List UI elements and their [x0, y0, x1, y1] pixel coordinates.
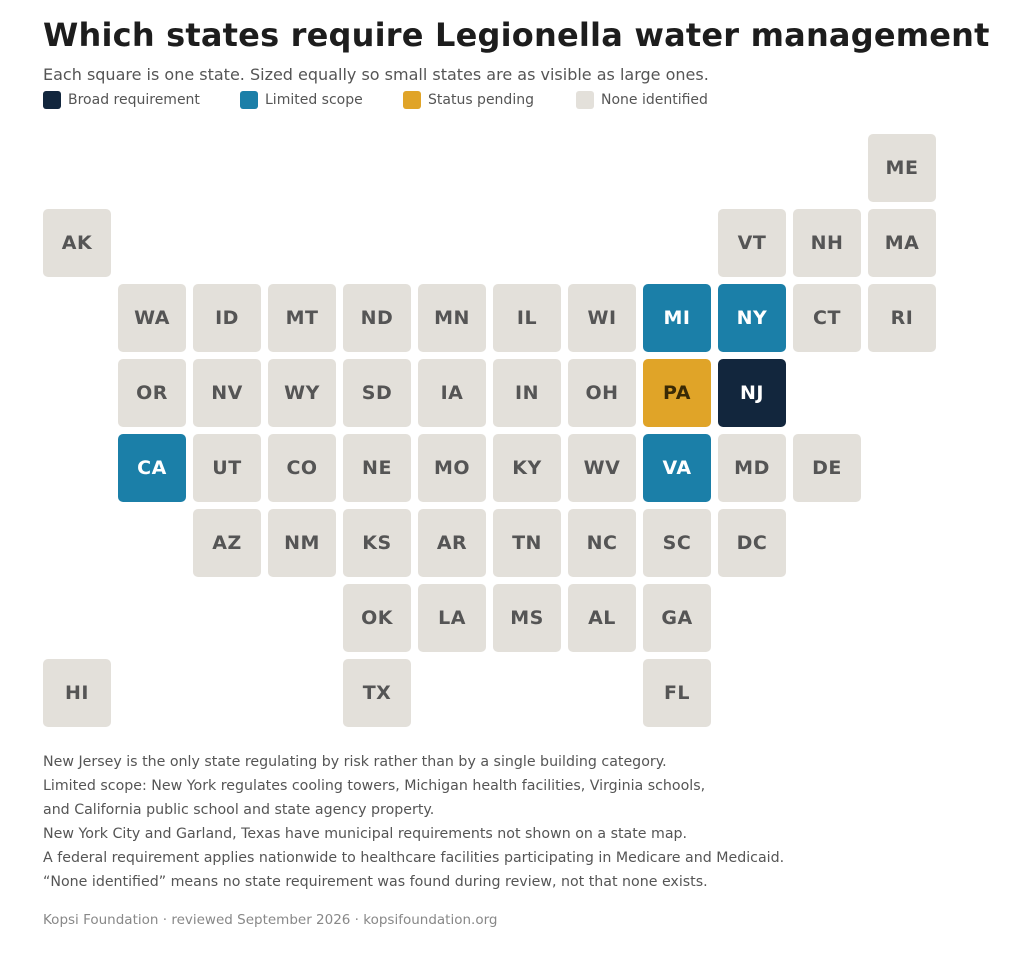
state-tile-nh: NH [793, 209, 861, 277]
state-tile-id: ID [193, 284, 261, 352]
state-tile-co: CO [268, 434, 336, 502]
state-tile-nj: NJ [718, 359, 786, 427]
state-tile-tn: TN [493, 509, 561, 577]
page-title: Which states require Legionella water ma… [43, 16, 990, 54]
legend-item-broad: Broad requirement [43, 90, 200, 110]
state-tile-nc: NC [568, 509, 636, 577]
state-tile-ky: KY [493, 434, 561, 502]
state-tile-ny: NY [718, 284, 786, 352]
state-tile-ar: AR [418, 509, 486, 577]
state-tile-ut: UT [193, 434, 261, 502]
state-tile-ct: CT [793, 284, 861, 352]
state-tile-wa: WA [118, 284, 186, 352]
footer-credit: Kopsi Foundation · reviewed September 20… [43, 912, 498, 928]
legend-item-pending: Status pending [403, 90, 534, 110]
state-tile-oh: OH [568, 359, 636, 427]
state-tile-dc: DC [718, 509, 786, 577]
state-tile-or: OR [118, 359, 186, 427]
state-tile-in: IN [493, 359, 561, 427]
note-line: A federal requirement applies nationwide… [43, 850, 785, 866]
state-tile-ok: OK [343, 584, 411, 652]
note-line: New Jersey is the only state regulating … [43, 754, 667, 770]
state-tile-ms: MS [493, 584, 561, 652]
state-tile-fl: FL [643, 659, 711, 727]
state-tile-ga: GA [643, 584, 711, 652]
state-tile-sc: SC [643, 509, 711, 577]
state-tile-nm: NM [268, 509, 336, 577]
state-tile-al: AL [568, 584, 636, 652]
note-line: and California public school and state a… [43, 802, 435, 818]
page-subtitle: Each square is one state. Sized equally … [43, 65, 709, 84]
state-tile-mo: MO [418, 434, 486, 502]
legend-item-none: None identified [576, 90, 708, 110]
legend-swatch-limited [240, 91, 258, 109]
legend-label-limited: Limited scope [265, 92, 363, 108]
state-tile-ri: RI [868, 284, 936, 352]
legend-swatch-broad [43, 91, 61, 109]
state-tile-md: MD [718, 434, 786, 502]
note-line: New York City and Garland, Texas have mu… [43, 826, 688, 842]
state-tile-ne: NE [343, 434, 411, 502]
state-tile-ak: AK [43, 209, 111, 277]
state-tile-mi: MI [643, 284, 711, 352]
state-tile-wy: WY [268, 359, 336, 427]
state-tile-la: LA [418, 584, 486, 652]
notes: New Jersey is the only state regulating … [43, 750, 784, 894]
note-line: Limited scope: New York regulates coolin… [43, 778, 706, 794]
state-tile-wi: WI [568, 284, 636, 352]
state-tile-ia: IA [418, 359, 486, 427]
state-tile-sd: SD [343, 359, 411, 427]
state-tile-ca: CA [118, 434, 186, 502]
state-tile-hi: HI [43, 659, 111, 727]
state-tile-ks: KS [343, 509, 411, 577]
legend-swatch-pending [403, 91, 421, 109]
legend-label-none: None identified [601, 92, 708, 108]
state-tile-vt: VT [718, 209, 786, 277]
state-tile-mn: MN [418, 284, 486, 352]
state-tile-ma: MA [868, 209, 936, 277]
state-tile-pa: PA [643, 359, 711, 427]
note-line: “None identified” means no state require… [43, 874, 708, 890]
state-tile-nv: NV [193, 359, 261, 427]
state-tile-me: ME [868, 134, 936, 202]
state-tile-il: IL [493, 284, 561, 352]
legend-label-broad: Broad requirement [68, 92, 200, 108]
state-tile-az: AZ [193, 509, 261, 577]
state-tile-mt: MT [268, 284, 336, 352]
state-tile-va: VA [643, 434, 711, 502]
state-tile-nd: ND [343, 284, 411, 352]
state-tile-wv: WV [568, 434, 636, 502]
state-tile-tx: TX [343, 659, 411, 727]
legend-swatch-none [576, 91, 594, 109]
state-tile-de: DE [793, 434, 861, 502]
legend-label-pending: Status pending [428, 92, 534, 108]
legend-item-limited: Limited scope [240, 90, 363, 110]
